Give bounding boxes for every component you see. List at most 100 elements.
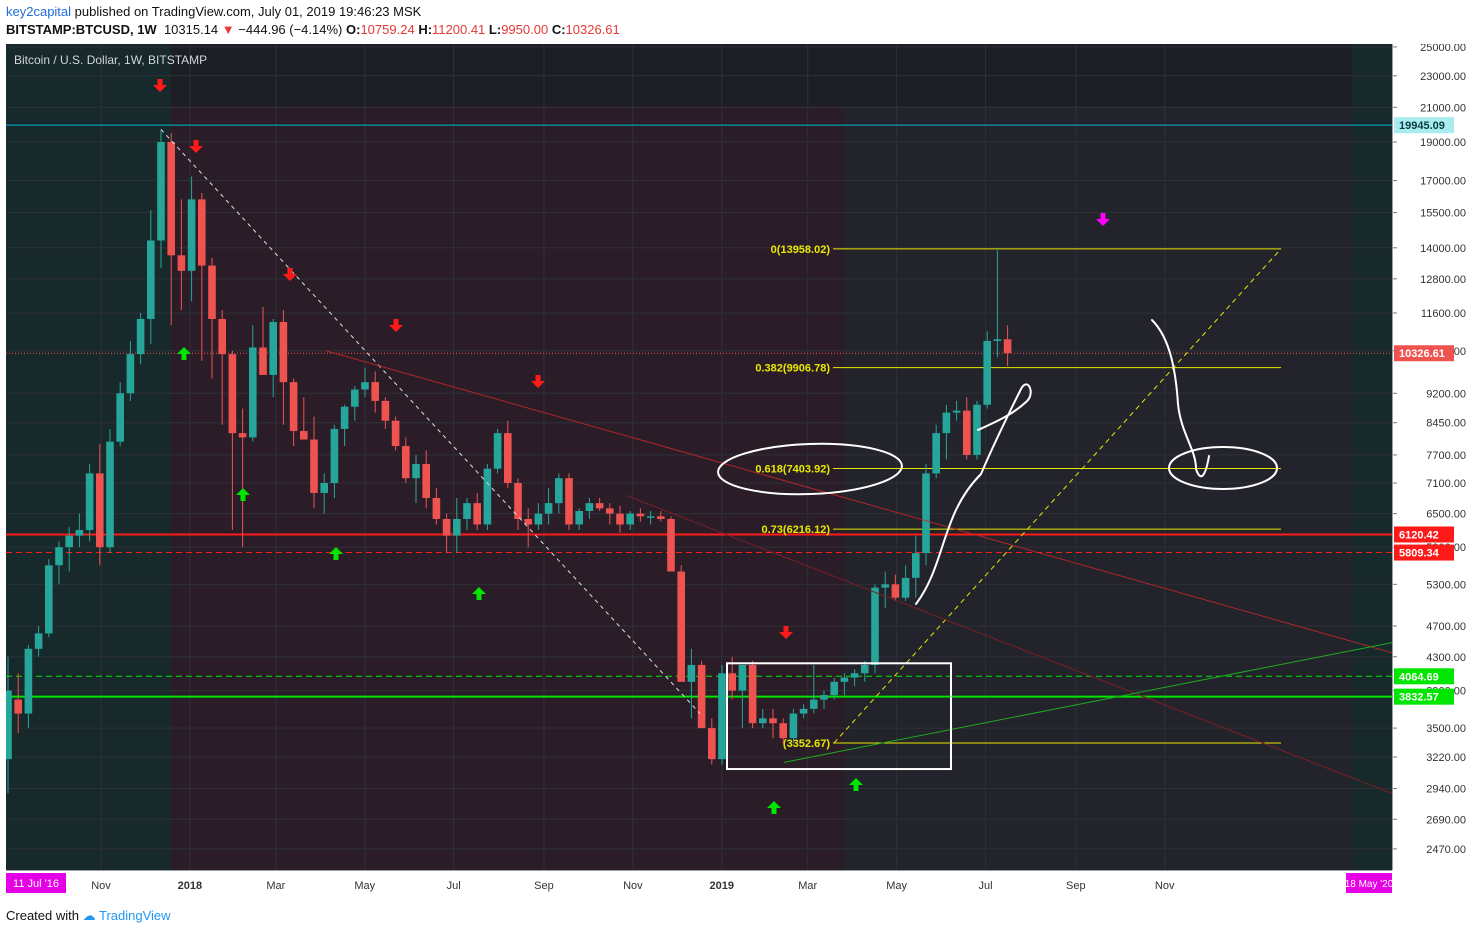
- candle-body: [677, 571, 685, 682]
- candle: [514, 478, 522, 531]
- candle: [708, 718, 716, 765]
- candle: [534, 503, 543, 531]
- candle: [269, 318, 277, 398]
- candle-body: [330, 428, 339, 484]
- candle: [901, 565, 910, 602]
- x-tick-label: Jul: [447, 880, 461, 892]
- candle-body: [728, 673, 736, 691]
- candle-body: [442, 519, 451, 536]
- chart-pane[interactable]: 0(13958.02) 0.382(9906.78) 0.618(7403.92) 0…: [6, 44, 1392, 870]
- candle-body: [718, 673, 726, 760]
- y-tick-label: 9200.00: [1426, 388, 1466, 400]
- tradingview-brand[interactable]: TradingView: [99, 908, 171, 923]
- candle: [249, 325, 257, 442]
- accumulation-box: [726, 662, 952, 771]
- y-tick-label: 19000.00: [1420, 137, 1466, 149]
- candle-body: [402, 446, 410, 479]
- hand-circle-618: [717, 442, 903, 496]
- candle: [55, 541, 63, 585]
- candle-body: [198, 199, 206, 266]
- candle: [881, 571, 889, 609]
- candle: [493, 428, 502, 474]
- candle: [810, 664, 818, 714]
- candle-body: [432, 498, 441, 520]
- candle-body: [381, 400, 390, 421]
- candle-body: [1003, 339, 1012, 354]
- candle-body: [963, 410, 971, 455]
- candle: [759, 708, 767, 729]
- price-level-tag-label: 19945.09: [1399, 120, 1445, 132]
- candle-body: [555, 478, 563, 504]
- price-level-tag: [1394, 668, 1454, 685]
- candle-body: [126, 354, 135, 394]
- candle-body: [810, 699, 818, 709]
- candle-body: [891, 584, 900, 598]
- hand-drawn-path: [915, 383, 1032, 605]
- y-tick-label: 5300.00: [1426, 579, 1466, 591]
- candle: [208, 257, 216, 379]
- candle: [463, 498, 471, 531]
- candle: [636, 508, 645, 522]
- candle: [789, 708, 798, 744]
- candle-body: [871, 587, 879, 665]
- candle: [228, 350, 237, 531]
- candle: [422, 450, 430, 509]
- x-tick-label: Nov: [1155, 880, 1175, 892]
- candle: [381, 397, 390, 429]
- candle-body: [187, 199, 196, 271]
- candle: [504, 420, 512, 488]
- low-label: L:: [488, 22, 502, 37]
- candlestick-chart[interactable]: 0(13958.02) 0.382(9906.78) 0.618(7403.92) 0…: [6, 44, 1392, 870]
- candle-body: [391, 420, 400, 447]
- candle-body: [351, 389, 359, 407]
- candle: [952, 400, 961, 421]
- x-tick-label: Nov: [623, 880, 643, 892]
- candle: [218, 309, 226, 425]
- y-tick-label: 15500.00: [1420, 208, 1466, 220]
- hand-drawn-projection: [1151, 319, 1210, 478]
- candle-body: [310, 439, 318, 493]
- y-tick-label: 2940.00: [1426, 784, 1466, 796]
- candle: [616, 505, 624, 533]
- pre-range-shade: [6, 44, 171, 870]
- range-start-tag: [6, 873, 66, 893]
- candle-body: [789, 713, 798, 739]
- time-axis[interactable]: Nov 2018 Mar May Jul Sep Nov 2019 Mar May Jul Sep No…: [6, 870, 1394, 899]
- y-tick-label: 17000.00: [1420, 176, 1466, 188]
- candle: [973, 400, 981, 460]
- candle-body: [544, 503, 553, 514]
- candle-body: [340, 406, 349, 429]
- candle: [687, 648, 696, 719]
- candle: [116, 382, 124, 447]
- candle: [300, 397, 308, 440]
- candle: [942, 404, 951, 460]
- candle-body: [269, 322, 277, 375]
- candle-body: [45, 565, 53, 634]
- candle: [187, 176, 196, 302]
- candle-body: [606, 508, 614, 514]
- close-value: 10326.61: [565, 22, 620, 37]
- candle-body: [228, 354, 237, 434]
- candle: [544, 487, 553, 525]
- hand-circle-target: [1168, 446, 1278, 490]
- candle: [963, 397, 971, 460]
- candle: [238, 408, 247, 548]
- candle-body: [218, 318, 226, 355]
- price-level-tag: [1394, 117, 1454, 134]
- y-tick-label: 8450.00: [1426, 418, 1466, 430]
- candle-body: [249, 347, 257, 438]
- candle-body: [238, 433, 247, 438]
- arrow-up-icon: [767, 801, 781, 814]
- candle: [748, 660, 757, 729]
- price-axis[interactable]: 25000.00 23000.00 21000.00 19000.00 17000.00…: [1392, 42, 1469, 870]
- author-link[interactable]: key2capital: [6, 4, 72, 19]
- candle-body: [289, 382, 298, 432]
- candle: [871, 584, 879, 674]
- candle-body: [136, 318, 145, 355]
- candle-body: [524, 519, 532, 525]
- candle-body: [748, 664, 757, 724]
- candle-body: [55, 547, 63, 566]
- y-tick-label: 4300.00: [1426, 652, 1466, 664]
- published-text: published on TradingView.com, July 01, 2…: [74, 4, 422, 19]
- candle-body: [616, 513, 624, 525]
